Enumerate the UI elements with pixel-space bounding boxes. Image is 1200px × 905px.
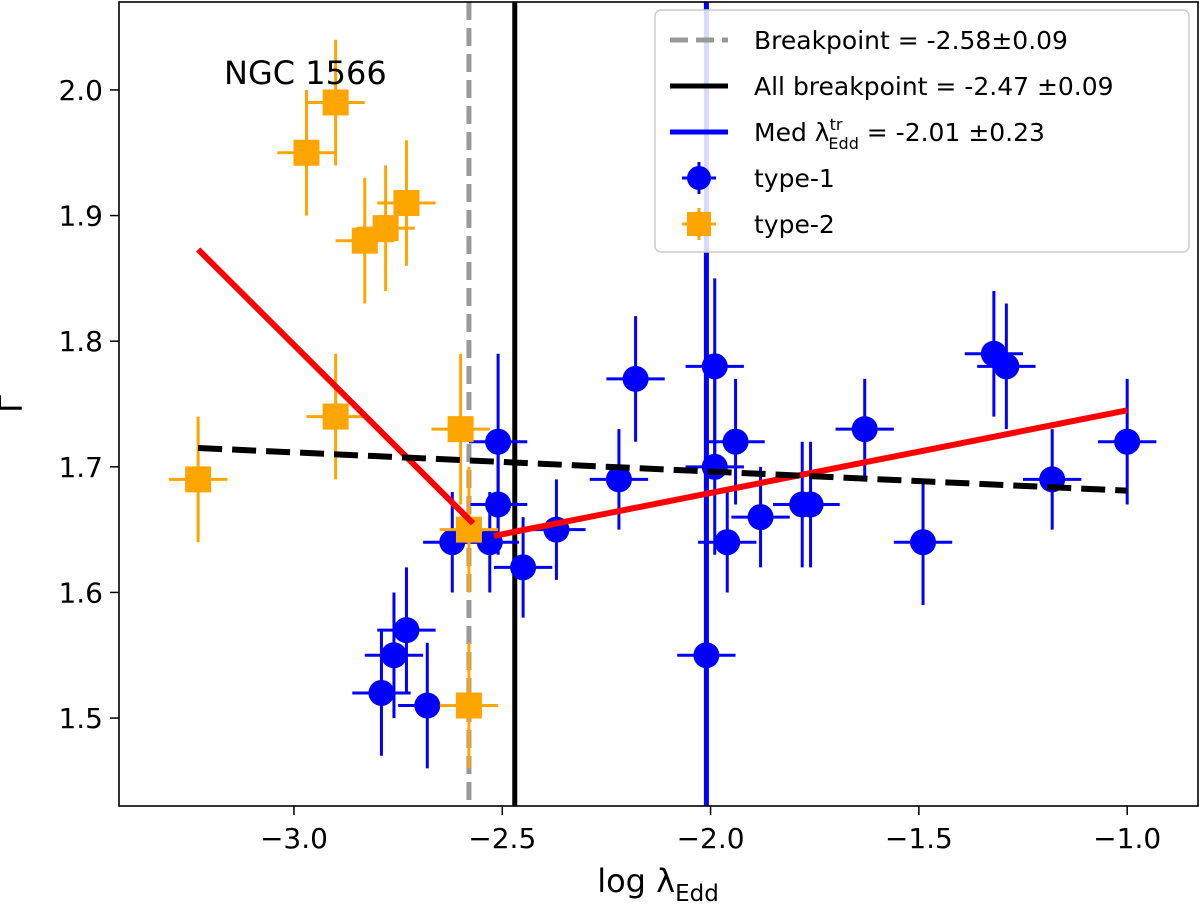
x-tick-label: −3.0 [260, 822, 328, 855]
type-1-marker [368, 679, 395, 706]
type-1-point [493, 517, 553, 618]
plot-frame [118, 1, 1199, 807]
type-2-point [439, 466, 499, 593]
type-1-point [977, 303, 1036, 430]
type-1-marker [605, 466, 632, 493]
type-1-marker [714, 529, 741, 556]
type-1-point [835, 378, 894, 480]
x-tick-label: −2.0 [677, 822, 745, 855]
legend-breakpoint: Breakpoint = -2.58±0.09 [670, 26, 1068, 55]
type-1-point [677, 592, 736, 719]
type-1-marker [693, 642, 720, 669]
x-tick-label: −1.0 [1093, 822, 1161, 855]
type-1-marker [910, 529, 937, 556]
type-2-marker [185, 466, 212, 493]
x-axis-label-main: log λ [597, 862, 675, 900]
legend-med: Med λtr Edd = -2.01 ±0.23 [670, 115, 1045, 153]
y-tick-label: 1.6 [58, 576, 103, 609]
type-2-marker [322, 403, 349, 430]
x-axis-label: log λEdd [597, 862, 719, 905]
legend-type2-swatch-marker [687, 212, 711, 236]
legend-all-breakpoint: All breakpoint = -2.47 ±0.09 [670, 72, 1114, 101]
type-1-point [377, 567, 436, 693]
legend-med-label: Med λtr Edd = -2.01 ±0.23 [754, 115, 1045, 153]
legend-type2: type-2 [682, 208, 835, 240]
legend-breakpoint-label: Breakpoint = -2.58±0.09 [754, 26, 1068, 55]
type-1-marker [380, 642, 407, 669]
type-1-point [698, 491, 757, 593]
y-tick-label: 1.8 [58, 325, 103, 358]
type-1-point [364, 592, 424, 719]
legend-type1-swatch-marker [687, 166, 711, 190]
legend-type1: type-1 [682, 162, 835, 194]
broken-fit-left [196, 247, 476, 526]
type-1-marker [851, 416, 878, 443]
type-1-point [893, 479, 953, 605]
legend-box [654, 9, 1190, 253]
type-1-marker [485, 491, 512, 518]
type-1-marker [722, 428, 749, 455]
type-2-marker [455, 692, 482, 719]
y-tick-label: 1.9 [58, 200, 103, 233]
legend: Breakpoint = -2.58±0.09 All breakpoint = … [654, 9, 1190, 253]
type-1-marker [1114, 428, 1141, 455]
legend-all-breakpoint-label: All breakpoint = -2.47 ±0.09 [754, 72, 1114, 101]
y-axis-label: Γ [0, 395, 30, 413]
type-2-marker [393, 190, 420, 216]
type-2-point [439, 642, 499, 769]
type-1-marker [622, 365, 649, 392]
type-1-marker [393, 617, 420, 644]
type-1-marker [797, 491, 824, 518]
type-1-marker [701, 453, 728, 480]
legend-type2-label: type-2 [754, 210, 835, 239]
broken-fit-right [493, 407, 1128, 539]
type-1-point [706, 378, 765, 505]
type-2-point [168, 416, 228, 543]
type-1-marker [485, 428, 512, 455]
type-2-point [377, 140, 436, 266]
type-2-point [431, 353, 490, 505]
type-2-marker [322, 89, 349, 116]
x-tick-label: −1.5 [885, 822, 953, 855]
type-2-marker [293, 139, 320, 166]
type-1-marker [747, 504, 774, 531]
type-1-marker [510, 554, 537, 581]
type-1-point [606, 316, 665, 442]
type-2-point [306, 39, 365, 166]
type-2-marker [447, 416, 474, 443]
ngc-1566-annotation: NGC 1566 [224, 54, 387, 92]
x-tick-label: −2.5 [468, 822, 536, 855]
type-1-marker [414, 692, 441, 719]
type-2-point [306, 353, 365, 480]
y-tick-label: 1.7 [58, 451, 103, 484]
type-2-marker [372, 215, 399, 242]
legend-type1-label: type-1 [754, 164, 835, 193]
type-1-point [1098, 378, 1157, 505]
y-tick-label: 1.5 [58, 702, 103, 735]
type-1-marker [701, 353, 728, 380]
type-1-marker [993, 353, 1020, 380]
type-2-point [277, 89, 336, 216]
x-axis-label-sub: Edd [675, 881, 719, 905]
y-tick-label: 2.0 [58, 74, 103, 107]
type-1-point [781, 441, 840, 568]
linear-fit [198, 444, 1128, 494]
type-1-point [352, 630, 411, 756]
